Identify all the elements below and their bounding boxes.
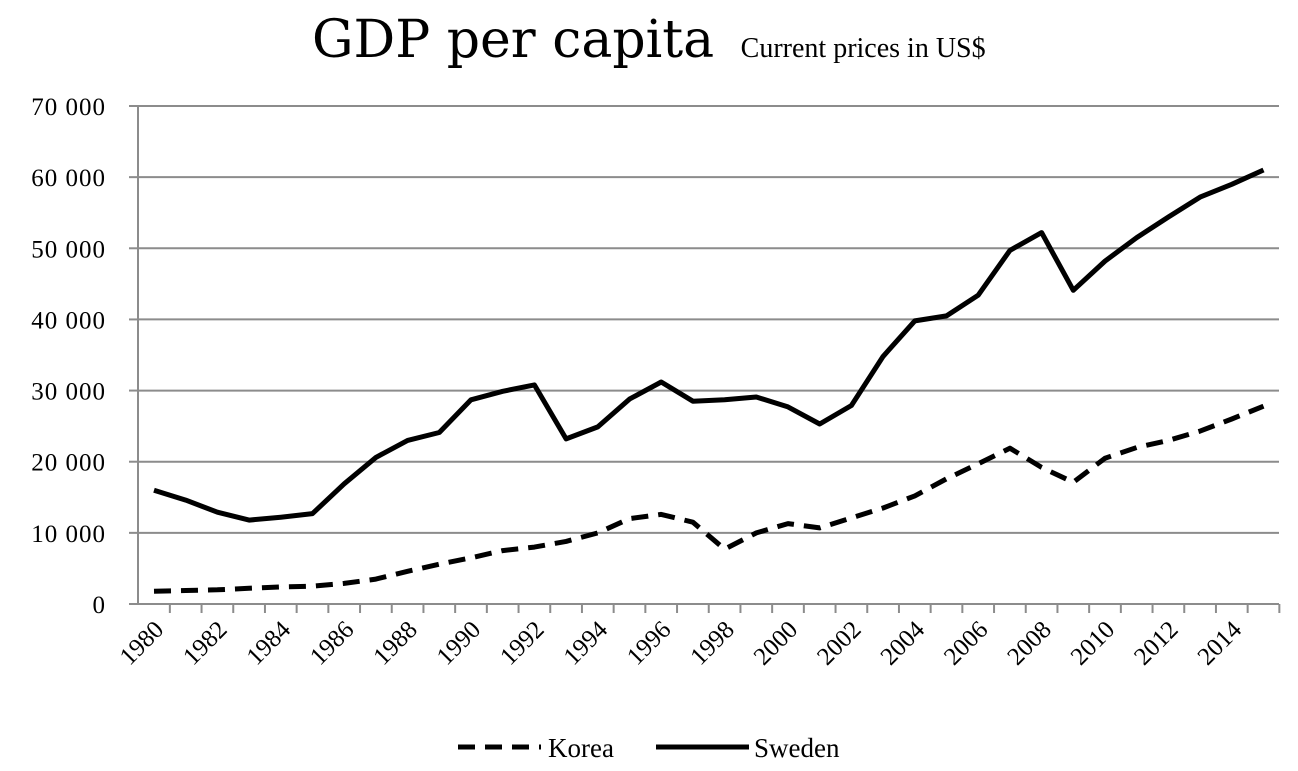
y-axis-ticks: 0 10 000 20 000 30 000 40 000 50 000 60 000 70 …: [31, 94, 138, 619]
y-tick-label: 70 000: [31, 94, 106, 121]
x-tick-label: 2004: [876, 616, 931, 671]
x-tick-label: 2006: [939, 616, 993, 670]
x-tick-label: 2002: [812, 616, 866, 670]
x-tick-label: 2012: [1129, 616, 1183, 670]
x-tick-label: 1988: [368, 616, 422, 670]
chart-title-main: GDP per capita: [312, 10, 714, 70]
x-tick-label: 1984: [242, 616, 297, 671]
x-tick-label: 1998: [685, 616, 739, 670]
legend-label-sweden: Sweden: [754, 733, 840, 763]
gridlines: [138, 105, 1279, 534]
x-tick-label: 1982: [178, 616, 232, 670]
x-tick-label: 2010: [1066, 616, 1120, 670]
x-tick-label: 1980: [115, 616, 169, 670]
x-tick-label: 1994: [559, 616, 614, 671]
x-axis-ticks: 1980 1982 1984 1986 1988 1990 1992 1994 1996 1998…: [115, 604, 1281, 671]
chart-subtitle: Current prices in US$: [741, 33, 986, 64]
y-tick-label: 50 000: [31, 236, 106, 263]
y-tick-label: 20 000: [31, 450, 106, 477]
y-tick-label: 0: [93, 592, 107, 619]
y-tick-label: 30 000: [31, 379, 106, 406]
y-tick-label: 40 000: [31, 307, 106, 334]
x-tick-label: 2014: [1193, 616, 1248, 671]
x-tick-label: 1996: [622, 616, 676, 670]
legend: Korea Sweden: [458, 733, 840, 763]
y-tick-label: 60 000: [31, 165, 106, 192]
series-line-sweden: [153, 167, 1265, 523]
axes: [137, 106, 1279, 605]
x-tick-label: 1986: [305, 616, 359, 670]
legend-label-korea: Korea: [548, 733, 614, 763]
chart-title: GDP per capita Current prices in US$: [312, 10, 986, 70]
x-tick-label: 1990: [432, 616, 486, 670]
x-tick-label: 2000: [749, 616, 803, 670]
data-series: [153, 167, 1265, 594]
y-tick-label: 10 000: [31, 521, 106, 548]
series-line-korea: [153, 403, 1265, 594]
x-tick-label: 2008: [1002, 616, 1056, 670]
x-tick-label: 1992: [495, 616, 549, 670]
